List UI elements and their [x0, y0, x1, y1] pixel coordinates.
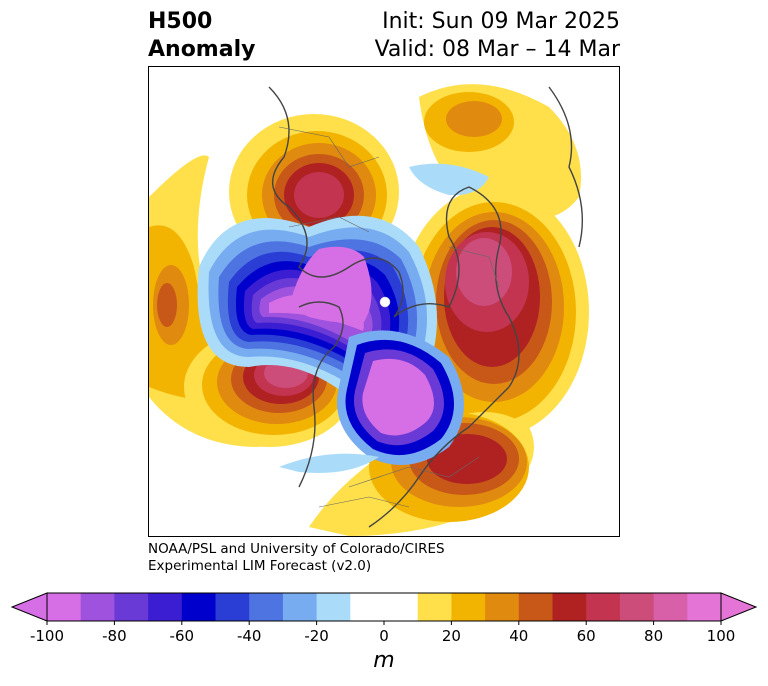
date-info: Init: Sun 09 Mar 2025 Valid: 08 Mar – 14… — [375, 8, 620, 64]
colorbar-tick-label: -80 — [102, 627, 127, 645]
colorbar-swatch — [114, 593, 149, 621]
colorbar-tick-label: -20 — [304, 627, 329, 645]
colorbar-unit: m — [373, 648, 395, 673]
colorbar-tick-label: 60 — [576, 627, 596, 645]
colorbar-swatch — [653, 593, 688, 621]
colorbar-extend-high — [720, 592, 758, 622]
credit: NOAA/PSL and University of Colorado/CIRE… — [148, 541, 445, 575]
credit-line-1: NOAA/PSL and University of Colorado/CIRE… — [148, 541, 445, 557]
colorbar-tick-label: -60 — [169, 627, 195, 645]
colorbar-tick-label: -100 — [29, 627, 65, 645]
colorbar-swatch — [215, 593, 250, 621]
valid-range: Valid: 08 Mar – 14 Mar — [374, 37, 620, 62]
negative-anomaly-wisp — [279, 453, 379, 473]
coastlines — [268, 86, 583, 528]
credit-line-2: Experimental LIM Forecast (v2.0) — [148, 558, 372, 574]
colorbar-swatch — [552, 593, 587, 621]
colorbar-swatch — [417, 593, 452, 621]
init-date: Init: Sun 09 Mar 2025 — [382, 9, 620, 34]
field-label: Anomaly — [148, 37, 256, 62]
colorbar-swatch — [181, 593, 216, 621]
colorbar-tick-label: 80 — [644, 627, 664, 645]
colorbar-swatch — [316, 593, 351, 621]
political-borders — [278, 126, 500, 508]
colorbar-swatch — [47, 593, 82, 621]
colorbar-tick-label: 0 — [379, 627, 389, 645]
colorbar-swatch — [148, 593, 183, 621]
colorbar-swatch — [350, 593, 419, 621]
colorbar — [10, 592, 758, 625]
colorbar-tick-label: -40 — [236, 627, 262, 645]
colorbar-swatch — [518, 593, 553, 621]
colorbar-swatch — [619, 593, 655, 621]
variable-label: H500 — [148, 9, 213, 34]
colorbar-swatch — [586, 593, 621, 621]
colorbar-swatch — [80, 593, 115, 621]
colorbar-swatch — [485, 593, 520, 621]
anomaly-map-svg — [149, 84, 589, 536]
colorbar-swatch — [282, 593, 318, 621]
map-title: H500 Anomaly — [148, 8, 255, 64]
colorbar-tick-label: 40 — [509, 627, 529, 645]
north-pole-marker — [379, 296, 391, 308]
colorbar-swatch — [451, 593, 486, 621]
anomaly-map — [148, 66, 620, 537]
colorbar-swatch — [249, 593, 284, 621]
negative-anomaly-greenland — [337, 330, 464, 465]
colorbar-tick-label: 100 — [706, 627, 736, 645]
colorbar-swatch — [687, 593, 722, 621]
colorbar-extend-low — [10, 592, 48, 622]
colorbar-tick-label: 20 — [441, 627, 461, 645]
